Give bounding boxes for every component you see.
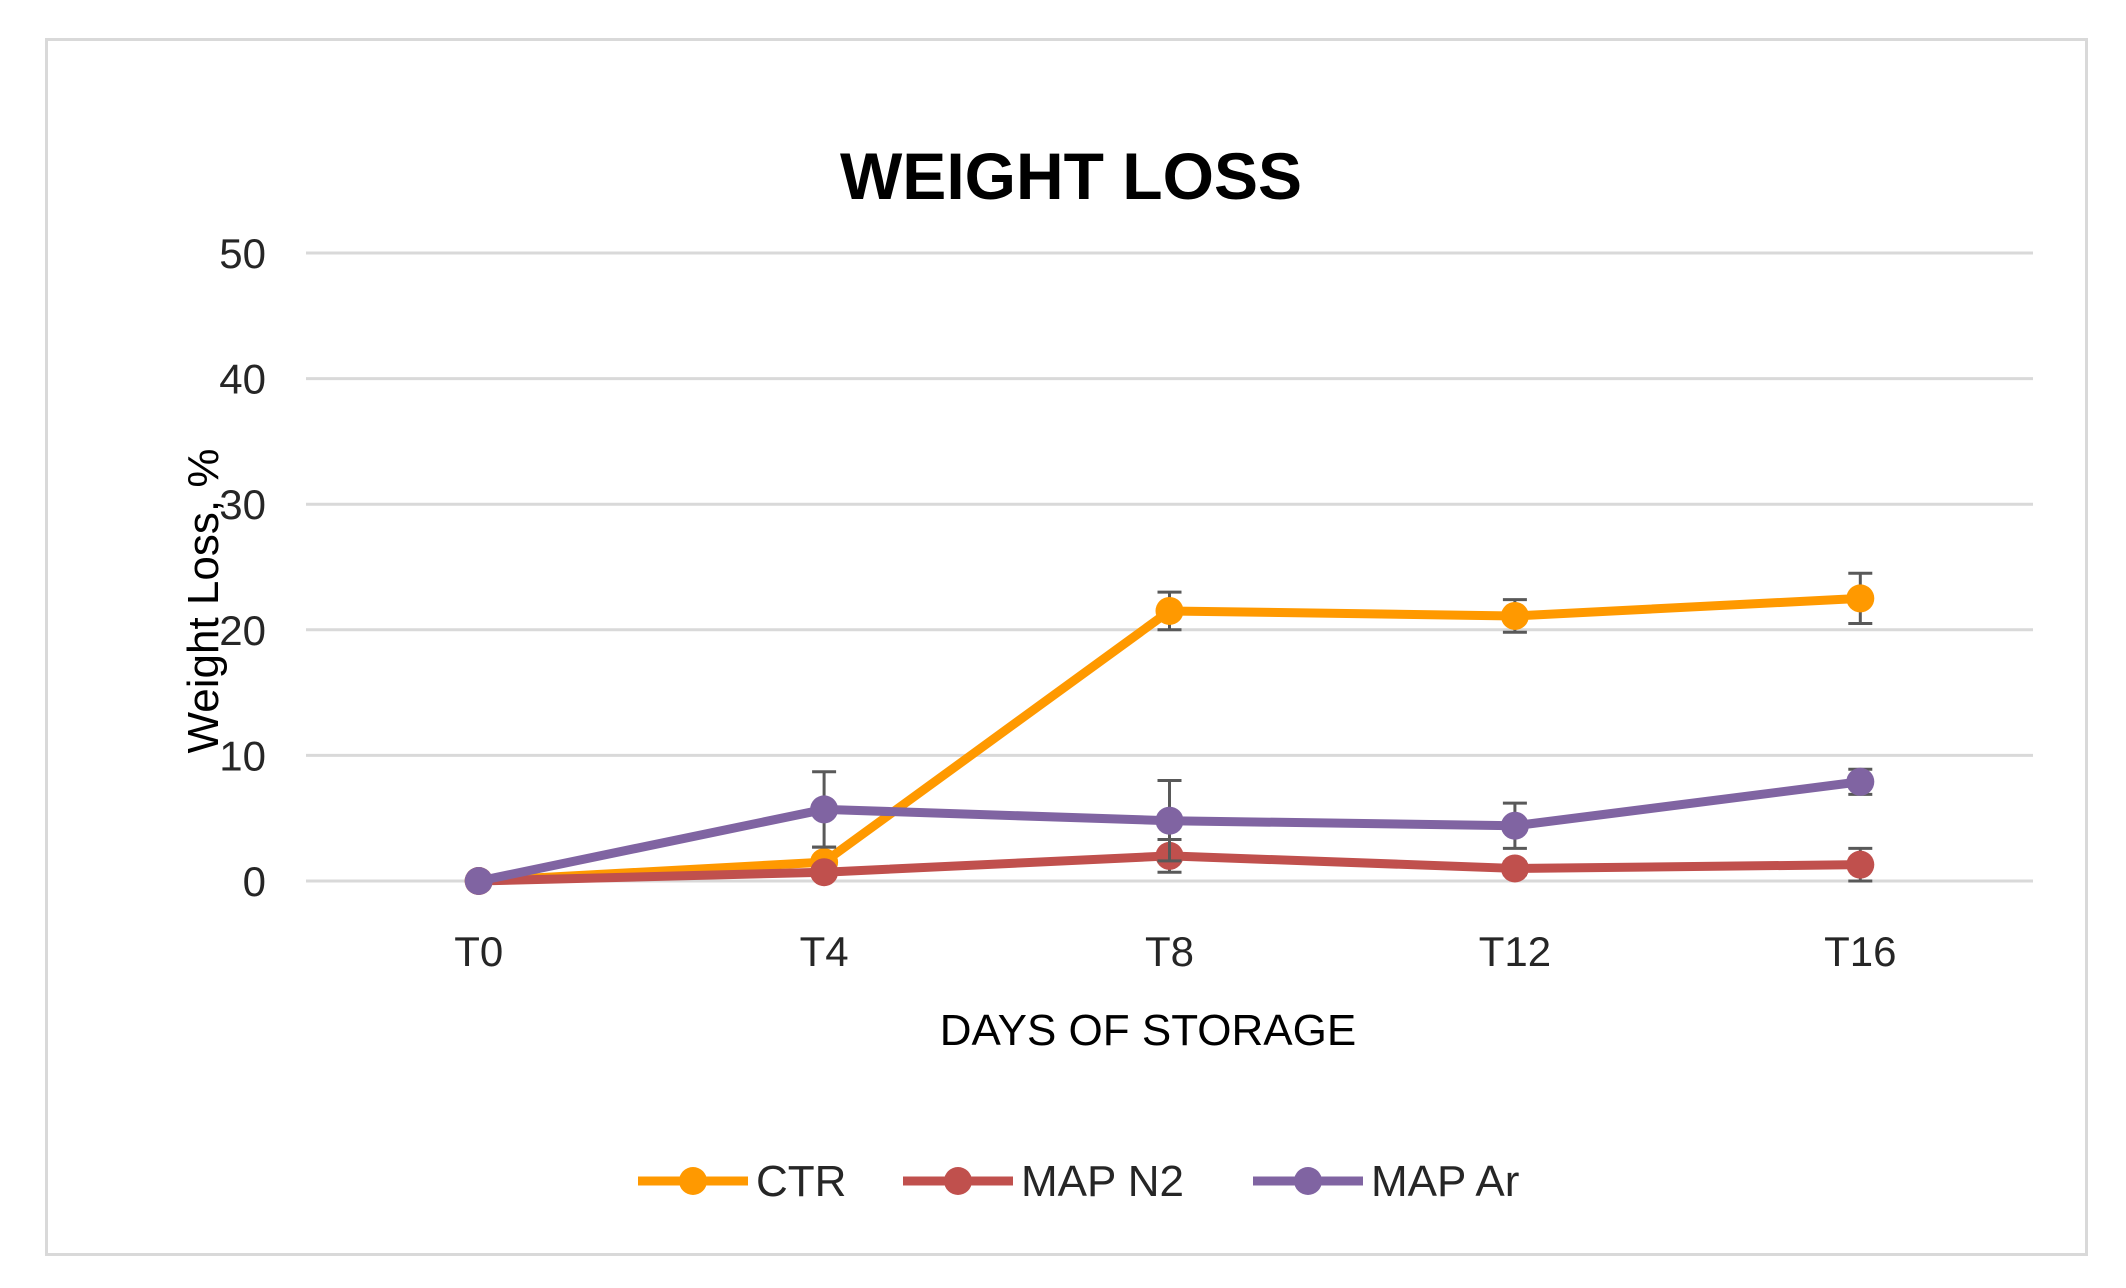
legend-marker [1294,1167,1322,1195]
data-point [810,858,839,887]
series-map-ar [464,767,1875,895]
x-tick-label: T8 [1145,928,1194,975]
y-axis-title: Weight Loss, % [179,449,228,754]
legend-item: MAP Ar [1253,1157,1519,1206]
x-tick-label: T0 [454,928,503,975]
x-axis-ticks: T0 T4 T8 T12 T16 [454,928,1896,975]
legend-marker [944,1167,972,1195]
data-point [1846,584,1875,613]
legend: CTR MAP N2 MAP Ar [638,1157,1519,1206]
y-tick-label: 0 [243,858,266,905]
data-point [464,867,493,895]
data-point [1500,811,1529,840]
data-point [1155,806,1184,835]
data-point [1500,854,1529,883]
legend-label: MAP N2 [1021,1157,1184,1206]
legend-item: MAP N2 [903,1157,1184,1206]
legend-label: CTR [756,1157,846,1206]
series-layer [464,571,1875,895]
legend-label: MAP Ar [1371,1157,1519,1206]
chart-title: WEIGHT LOSS [840,139,1302,213]
data-point [1846,767,1875,796]
y-tick-label: 40 [219,356,266,403]
chart: WEIGHT LOSS 0 10 20 30 40 50 T0 T4 T8 T12 T16 Wei… [179,139,2033,1206]
x-tick-label: T4 [800,928,849,975]
y-tick-label: 10 [219,732,266,779]
x-tick-label: T16 [1824,928,1896,975]
data-point [1500,601,1529,630]
chart-frame: WEIGHT LOSS 0 10 20 30 40 50 T0 T4 T8 T12 T16 Wei… [45,38,2088,1256]
x-tick-label: T12 [1479,928,1551,975]
y-axis-ticks: 0 10 20 30 40 50 [219,230,266,905]
legend-marker [679,1167,707,1195]
legend-item: CTR [638,1157,846,1206]
x-axis-title: DAYS OF STORAGE [940,1006,1356,1055]
data-point [1846,850,1875,879]
data-point [810,795,839,824]
y-tick-label: 30 [219,481,266,528]
y-tick-label: 50 [219,230,266,277]
data-point [1155,596,1184,625]
y-tick-label: 20 [219,607,266,654]
